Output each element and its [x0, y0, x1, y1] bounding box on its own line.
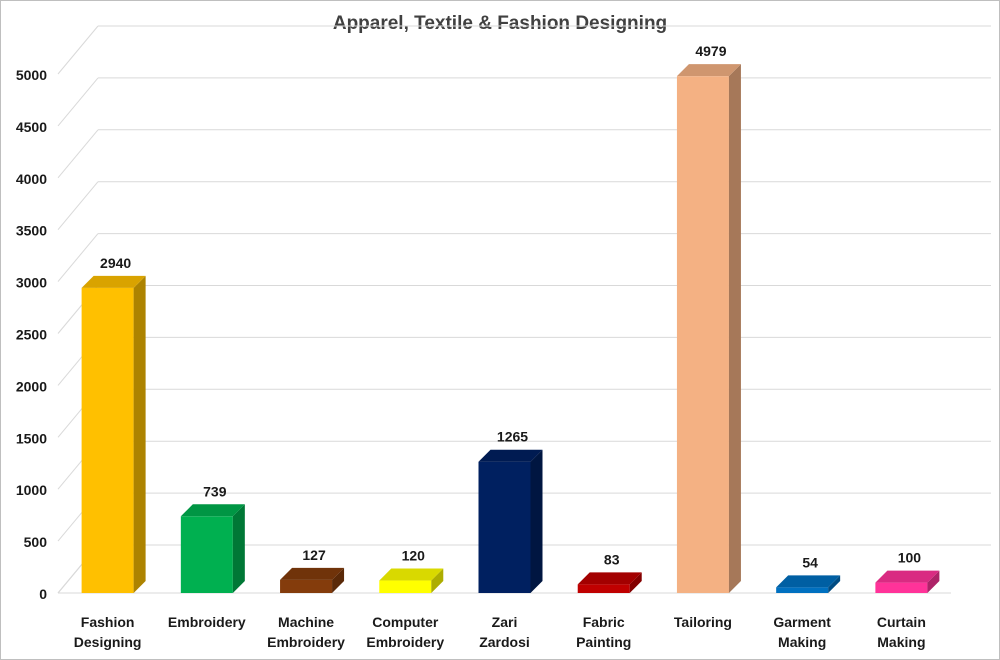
- bar-embroidery: [180, 504, 245, 593]
- data-label-garment-making: 54: [802, 554, 818, 570]
- x-tick-label-garment-making: Garment Making: [773, 614, 831, 650]
- data-label-fashion-designing: 2940: [100, 255, 131, 271]
- y-tick-label: 1000: [16, 482, 47, 498]
- bar-front: [676, 76, 729, 593]
- bar-side: [530, 449, 543, 593]
- bar-side: [828, 575, 841, 593]
- bar-garment-making: [776, 575, 841, 593]
- bar-front: [776, 587, 829, 593]
- bars: [81, 64, 940, 593]
- bar-top: [478, 449, 543, 462]
- gridline-side: [57, 25, 99, 75]
- bar-side: [927, 570, 940, 593]
- y-tick-label: 2500: [16, 327, 47, 343]
- bar-machine-embroidery: [280, 567, 345, 593]
- bar-curtain-making: [875, 570, 940, 593]
- bar-top: [776, 575, 841, 588]
- gridline-side: [57, 233, 99, 282]
- x-axis: Fashion Designing Embroidery Machine Embroid…: [74, 614, 926, 650]
- bar-side: [133, 275, 146, 593]
- bar-top: [676, 64, 741, 77]
- data-labels: 2940 739 127 120 1265 83 4979 54 100: [100, 43, 921, 570]
- bar-front: [478, 461, 531, 593]
- x-tick-label-curtain-making: Curtain Making: [877, 614, 926, 650]
- gridline-side: [57, 181, 99, 231]
- bar-top: [875, 570, 940, 583]
- x-tick-label-zari-zardosi: Zari Zardosi: [479, 614, 530, 650]
- bar-tailoring: [676, 64, 741, 593]
- bar-zari-zardosi: [478, 449, 543, 593]
- bar-fashion-designing: [81, 275, 146, 593]
- y-tick-label: 3500: [16, 223, 47, 239]
- y-tick-label: 5000: [16, 67, 47, 83]
- y-tick-label: 500: [24, 534, 48, 550]
- x-tick-label-embroidery: Embroidery: [168, 614, 246, 630]
- gridlines: [57, 25, 991, 594]
- bar-side: [232, 504, 245, 593]
- y-tick-label: 3000: [16, 275, 47, 291]
- bar-side: [431, 568, 444, 593]
- data-label-tailoring: 4979: [695, 43, 726, 59]
- bar-top: [577, 572, 642, 585]
- x-tick-label-machine-embroidery: Machine Embroidery: [267, 614, 345, 650]
- gridline-side: [57, 77, 99, 127]
- data-label-machine-embroidery: 127: [302, 547, 326, 563]
- bar-front: [81, 287, 134, 593]
- x-tick-label-fashion-designing: Fashion Designing: [74, 614, 142, 650]
- data-label-fabric-painting: 83: [604, 551, 620, 567]
- x-tick-label-computer-embroidery: Computer Embroidery: [366, 614, 444, 650]
- bar-front: [180, 516, 233, 593]
- gridline-side: [57, 129, 99, 179]
- y-tick-label: 1500: [16, 430, 47, 446]
- x-tick-label-fabric-painting: Fabric Painting: [576, 614, 631, 650]
- bar-front: [577, 584, 630, 593]
- chart-title: Apparel, Textile & Fashion Designing: [333, 13, 667, 34]
- y-axis: 0 500 1000 1500 2000 2500 3000 3500 4000 4500 5000: [16, 67, 47, 602]
- data-label-curtain-making: 100: [898, 550, 922, 566]
- bar-front: [280, 579, 333, 593]
- bar-top: [379, 568, 444, 581]
- bar-side: [332, 567, 345, 593]
- bar-front: [379, 580, 432, 593]
- data-label-embroidery: 739: [203, 483, 227, 499]
- data-label-zari-zardosi: 1265: [497, 429, 528, 445]
- y-tick-label: 2000: [16, 378, 47, 394]
- y-tick-label: 4500: [16, 119, 47, 135]
- bar-side: [728, 64, 741, 593]
- bar-top: [81, 275, 146, 288]
- y-tick-label: 0: [39, 586, 47, 602]
- bar-front: [875, 582, 928, 593]
- bar-computer-embroidery: [379, 568, 444, 593]
- bar-fabric-painting: [577, 572, 642, 593]
- bar-top: [280, 567, 345, 580]
- data-label-computer-embroidery: 120: [402, 548, 426, 564]
- bar-side: [629, 572, 642, 593]
- bar-top: [180, 504, 245, 517]
- x-tick-label-tailoring: Tailoring: [674, 614, 732, 630]
- y-tick-label: 4000: [16, 171, 47, 187]
